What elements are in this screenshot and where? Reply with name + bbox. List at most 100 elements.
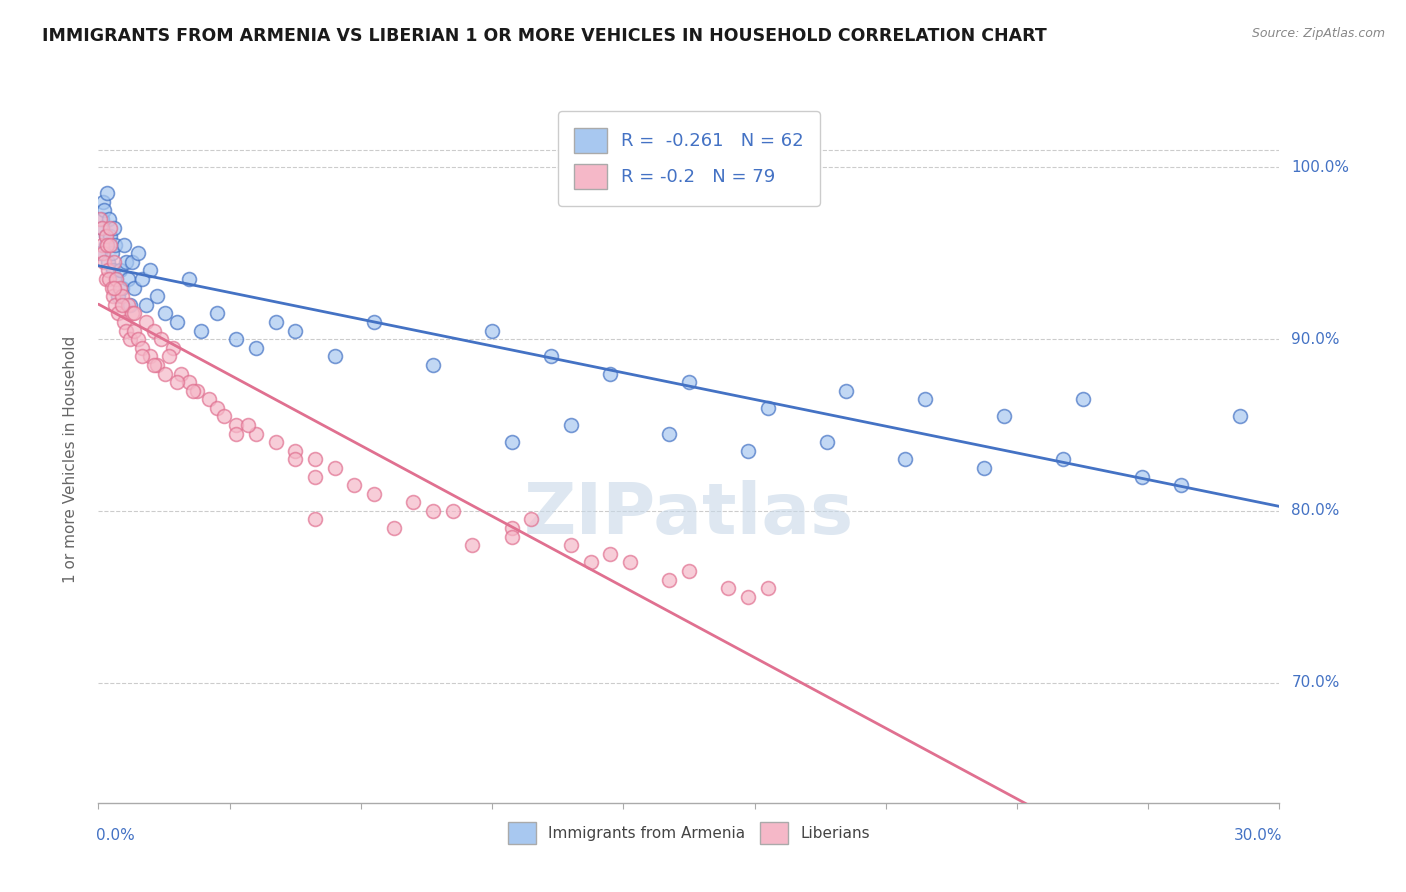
Point bbox=[98, 237, 121, 252]
Point bbox=[112, 315, 135, 329]
Point bbox=[245, 426, 267, 441]
Point bbox=[737, 590, 759, 604]
Point bbox=[131, 272, 153, 286]
Point bbox=[108, 280, 131, 294]
Point bbox=[94, 229, 117, 244]
Point bbox=[121, 306, 143, 320]
Point bbox=[112, 237, 135, 252]
Point bbox=[284, 324, 307, 338]
Point bbox=[382, 521, 405, 535]
Text: 30.0%: 30.0% bbox=[1233, 828, 1282, 843]
Point bbox=[284, 452, 307, 467]
Point bbox=[107, 289, 129, 303]
Point bbox=[914, 392, 936, 407]
Text: 0.0%: 0.0% bbox=[96, 828, 135, 843]
Point bbox=[422, 504, 444, 518]
Point bbox=[205, 401, 228, 415]
Point bbox=[205, 306, 228, 320]
Point bbox=[131, 349, 153, 364]
Point bbox=[107, 306, 129, 320]
Point bbox=[225, 332, 247, 346]
Point bbox=[678, 564, 700, 578]
Point bbox=[135, 315, 157, 329]
Point bbox=[104, 298, 127, 312]
Point bbox=[481, 324, 503, 338]
Point bbox=[127, 246, 149, 260]
Point bbox=[135, 298, 157, 312]
Point bbox=[166, 315, 188, 329]
Point bbox=[98, 220, 121, 235]
Point bbox=[98, 229, 121, 244]
Point bbox=[363, 315, 385, 329]
Point bbox=[103, 255, 125, 269]
Point bbox=[122, 324, 145, 338]
Point bbox=[111, 298, 134, 312]
Point bbox=[91, 220, 114, 235]
Text: ZIPatlas: ZIPatlas bbox=[524, 480, 853, 549]
Text: 90.0%: 90.0% bbox=[1291, 332, 1340, 347]
Point bbox=[170, 367, 193, 381]
Point bbox=[579, 555, 602, 570]
Point bbox=[264, 315, 287, 329]
Point bbox=[101, 246, 124, 260]
Point bbox=[96, 272, 118, 286]
Text: 70.0%: 70.0% bbox=[1291, 675, 1340, 690]
Point bbox=[90, 237, 112, 252]
Point bbox=[501, 521, 523, 535]
Point bbox=[142, 324, 165, 338]
Point bbox=[108, 263, 131, 277]
Point bbox=[103, 280, 125, 294]
Point bbox=[117, 298, 139, 312]
Point bbox=[402, 495, 425, 509]
Point bbox=[155, 306, 177, 320]
Point bbox=[756, 401, 779, 415]
Point bbox=[422, 358, 444, 372]
Point bbox=[304, 452, 326, 467]
Point bbox=[166, 375, 188, 389]
Point bbox=[98, 212, 121, 227]
Point bbox=[678, 375, 700, 389]
Point bbox=[225, 426, 247, 441]
Point bbox=[93, 203, 115, 218]
Point bbox=[343, 478, 366, 492]
Point bbox=[90, 212, 112, 227]
Point bbox=[103, 289, 125, 303]
Point bbox=[540, 349, 562, 364]
Text: IMMIGRANTS FROM ARMENIA VS LIBERIAN 1 OR MORE VEHICLES IN HOUSEHOLD CORRELATION : IMMIGRANTS FROM ARMENIA VS LIBERIAN 1 OR… bbox=[42, 27, 1047, 45]
Point bbox=[138, 349, 160, 364]
Point bbox=[225, 417, 247, 432]
Point bbox=[122, 280, 145, 294]
Point bbox=[599, 547, 621, 561]
Point bbox=[96, 186, 118, 201]
Point bbox=[117, 272, 139, 286]
Point bbox=[115, 255, 138, 269]
Point bbox=[118, 298, 141, 312]
Point bbox=[993, 409, 1015, 424]
Point bbox=[103, 263, 125, 277]
Point bbox=[181, 384, 204, 398]
Point bbox=[89, 246, 111, 260]
Point bbox=[599, 367, 621, 381]
Point bbox=[177, 272, 200, 286]
Point bbox=[127, 332, 149, 346]
Y-axis label: 1 or more Vehicles in Household: 1 or more Vehicles in Household bbox=[63, 335, 77, 583]
Point bbox=[717, 581, 740, 595]
Point bbox=[89, 212, 111, 227]
Point bbox=[105, 272, 128, 286]
Point bbox=[96, 237, 118, 252]
Point bbox=[737, 443, 759, 458]
Point bbox=[658, 573, 681, 587]
Point bbox=[815, 435, 838, 450]
Point bbox=[501, 435, 523, 450]
Point bbox=[245, 341, 267, 355]
Point bbox=[177, 375, 200, 389]
Point bbox=[1229, 409, 1251, 424]
Point bbox=[146, 358, 169, 372]
Point bbox=[155, 367, 177, 381]
Point bbox=[658, 426, 681, 441]
Point bbox=[973, 461, 995, 475]
Legend: Immigrants from Armenia, Liberians: Immigrants from Armenia, Liberians bbox=[502, 816, 876, 850]
Point bbox=[150, 332, 173, 346]
Point bbox=[93, 255, 115, 269]
Point bbox=[501, 530, 523, 544]
